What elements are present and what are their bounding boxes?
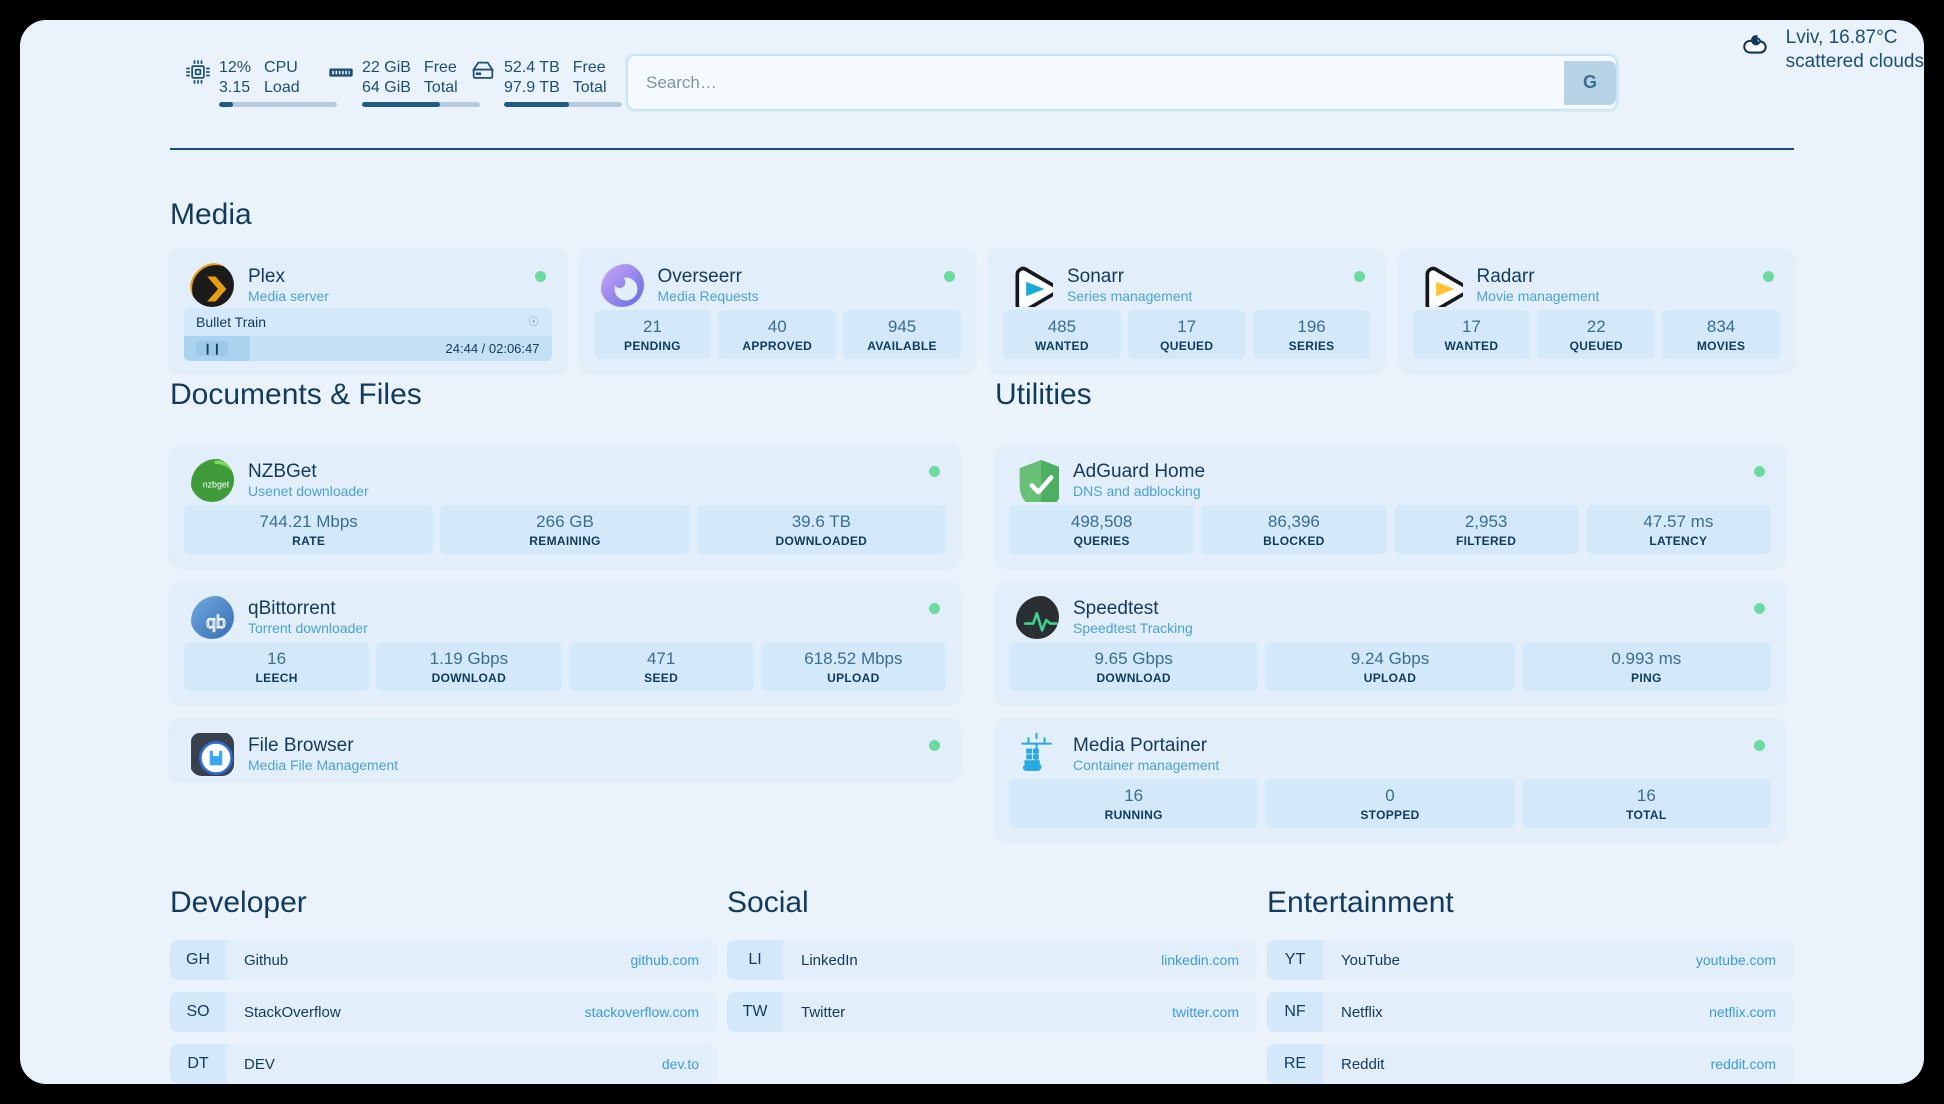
svg-text:qb: qb <box>206 612 226 632</box>
svg-text:nzbget: nzbget <box>203 480 230 490</box>
